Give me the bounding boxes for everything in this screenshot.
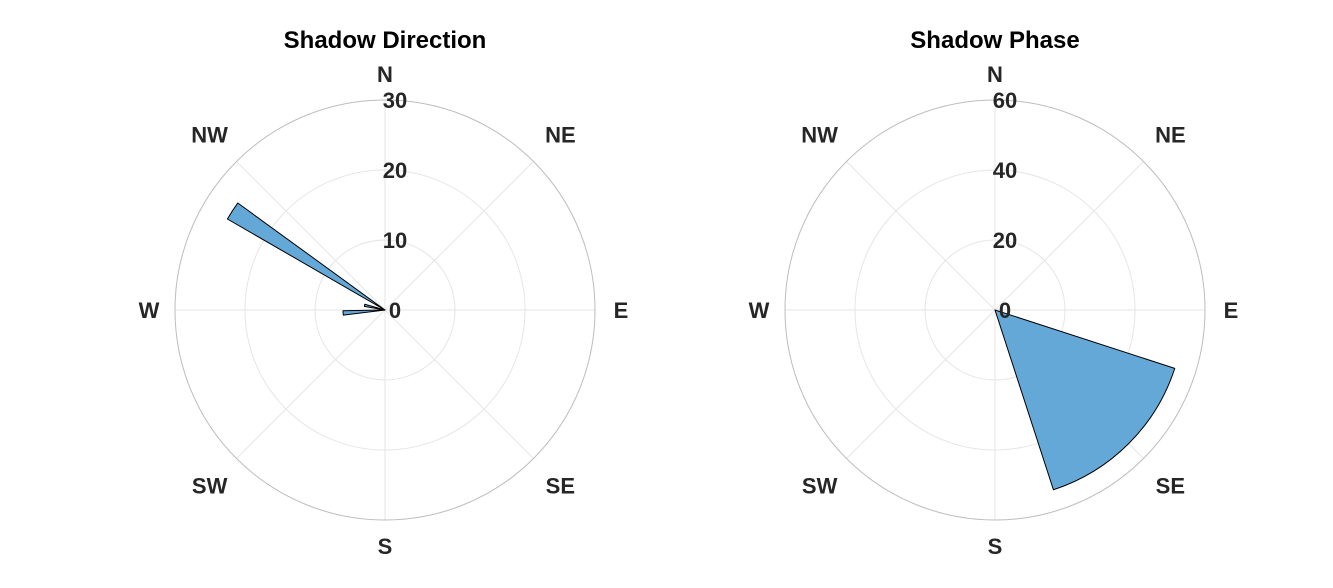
direction-label-ne: NE bbox=[545, 123, 576, 148]
outer-ring bbox=[784, 99, 1206, 521]
histogram-bar bbox=[363, 303, 386, 311]
shadow-direction-chart: Shadow Direction 0 10 20 30N NE E SE S SW W NW bbox=[139, 27, 629, 559]
direction-labels: N NE E SE S SW W NW bbox=[749, 62, 1239, 559]
outer-ring bbox=[174, 99, 596, 521]
direction-label-w: W bbox=[749, 298, 770, 323]
r-tick-label: 60 bbox=[993, 88, 1017, 113]
radial-gridline bbox=[236, 309, 386, 459]
direction-label-ne: NE bbox=[1155, 123, 1186, 148]
r-gridline-circle bbox=[314, 239, 456, 381]
r-tick-labels: 0 10 20 30 bbox=[383, 88, 407, 323]
r-gridline-circle bbox=[244, 169, 526, 451]
radial-gridline bbox=[384, 161, 534, 311]
direction-label-nw: NW bbox=[191, 123, 228, 148]
chart-title: Shadow Direction bbox=[284, 27, 487, 54]
polar-grid bbox=[174, 99, 596, 521]
histogram-bar bbox=[994, 309, 1176, 491]
radial-gridline bbox=[236, 161, 386, 311]
r-tick-label: 20 bbox=[383, 158, 407, 183]
radial-gridline bbox=[846, 161, 996, 311]
direction-label-sw: SW bbox=[192, 473, 228, 498]
direction-labels: N NE E SE S SW W NW bbox=[139, 62, 629, 559]
direction-label-e: E bbox=[1224, 298, 1239, 323]
radial-gridline bbox=[384, 309, 534, 459]
radial-gridline bbox=[846, 309, 996, 459]
direction-label-n: N bbox=[987, 62, 1003, 87]
r-gridline-circle bbox=[854, 169, 1136, 451]
direction-label-s: S bbox=[378, 534, 393, 559]
direction-label-se: SE bbox=[1156, 473, 1185, 498]
chart-title: Shadow Phase bbox=[910, 27, 1079, 54]
r-tick-label: 0 bbox=[999, 298, 1011, 323]
r-tick-label: 0 bbox=[389, 298, 401, 323]
r-tick-label: 30 bbox=[383, 88, 407, 113]
histogram-bars bbox=[226, 202, 386, 316]
r-tick-label: 10 bbox=[383, 228, 407, 253]
shadow-phase-chart: Shadow Phase 0 20 40 60N NE E SE S SW W NW bbox=[749, 27, 1239, 559]
direction-label-e: E bbox=[614, 298, 629, 323]
direction-label-n: N bbox=[377, 62, 393, 87]
histogram-bars bbox=[994, 309, 1176, 491]
direction-label-sw: SW bbox=[802, 473, 838, 498]
r-tick-label: 20 bbox=[993, 228, 1017, 253]
histogram-bar bbox=[342, 309, 386, 316]
r-tick-label: 40 bbox=[993, 158, 1017, 183]
r-gridline-circle bbox=[924, 239, 1066, 381]
direction-label-w: W bbox=[139, 298, 160, 323]
histogram-bar bbox=[226, 202, 386, 311]
direction-label-se: SE bbox=[546, 473, 575, 498]
direction-label-s: S bbox=[988, 534, 1003, 559]
direction-label-nw: NW bbox=[801, 123, 838, 148]
radial-gridline bbox=[994, 161, 1144, 311]
r-tick-labels: 0 20 40 60 bbox=[993, 88, 1017, 323]
